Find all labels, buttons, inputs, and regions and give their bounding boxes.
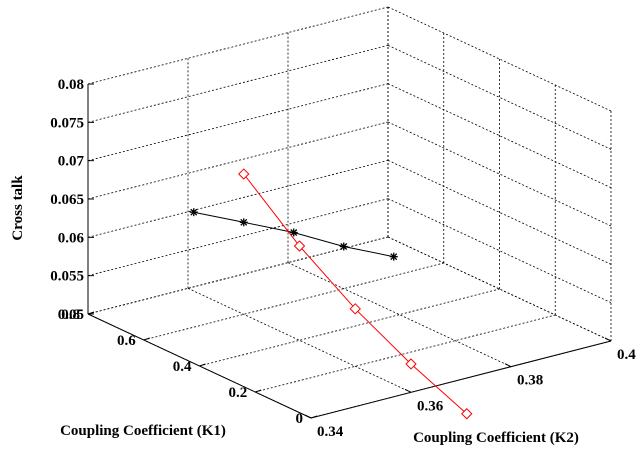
wall-grid-line [387,44,612,150]
floor-grid-line [87,236,389,315]
z-tick-label: 0.06 [58,230,85,246]
floor-grid-line [199,288,500,367]
floor-grid-line [143,262,444,341]
y-tick-label: 0.36 [417,398,444,414]
x-tick-mark [199,363,206,367]
x-tick-label: 0 [296,411,304,427]
y-axis-line [310,340,612,419]
series-layer [189,168,473,420]
series-2-point [349,303,361,315]
wall-grid-line [87,121,389,200]
series-1-point [389,252,398,261]
floor-grid-line [287,262,512,368]
z-tick-label: 0.065 [50,192,84,208]
wall-grid-line [387,198,612,304]
wall-grid-line [87,159,389,238]
floor-grid-line [255,314,556,393]
z-tick-label: 0.05 [58,307,84,323]
wall-grid-line [87,236,389,315]
y-tick-mark [604,337,612,342]
series-1-point [339,242,348,251]
series-2-line [243,173,468,415]
series-1-point [189,208,198,217]
wall-grid-line [87,6,389,85]
series-2-point [238,168,250,180]
x-tick-label: 0.6 [117,333,136,349]
z-tick-label: 0.055 [50,269,84,285]
wall-grid-line [387,236,612,342]
series-2-point [293,240,306,252]
wall-grid-line [387,121,612,227]
series-2-point [405,358,417,370]
wall-grid-line [387,159,612,265]
y-tick-mark [404,388,412,393]
series-1-point [239,218,248,227]
x-tick-label: 0.4 [173,359,192,375]
wall-grid-line [87,83,389,162]
z-axis-label: Cross talk [10,175,26,241]
wall-grid-line [87,44,389,123]
y-tick-label: 0.34 [317,424,344,440]
x-tick-mark [143,337,150,341]
x-axis-label: Coupling Coefficient (K1) [60,423,226,439]
wall-grid-line [387,83,612,189]
x-tick-label: 0.8 [61,307,80,323]
x-tick-mark [310,415,318,419]
x-tick-label: 0.2 [229,385,248,401]
z-tick-label: 0.07 [58,154,85,170]
y-tick-mark [304,414,312,419]
z-tick-label: 0.08 [58,77,84,93]
y-tick-label: 0.4 [617,347,636,363]
y-tick-label: 0.38 [517,373,543,389]
wall-grid-line [387,6,612,112]
series-1-point [289,228,298,237]
grid-layer [87,6,612,419]
x-tick-mark [255,389,262,393]
wall-grid-line [87,198,389,277]
ticks-layer: 0 0.2 0.4 0.6 0.8 0.34 0.36 0.38 0.4 0.05 0.055 0.0… [50,77,636,440]
y-axis-label: Coupling Coefficient (K2) [413,430,579,446]
floor-grid-line [187,287,412,393]
series-2-point [461,408,473,420]
z-tick-label: 0.075 [50,115,84,131]
y-tick-mark [504,363,512,368]
